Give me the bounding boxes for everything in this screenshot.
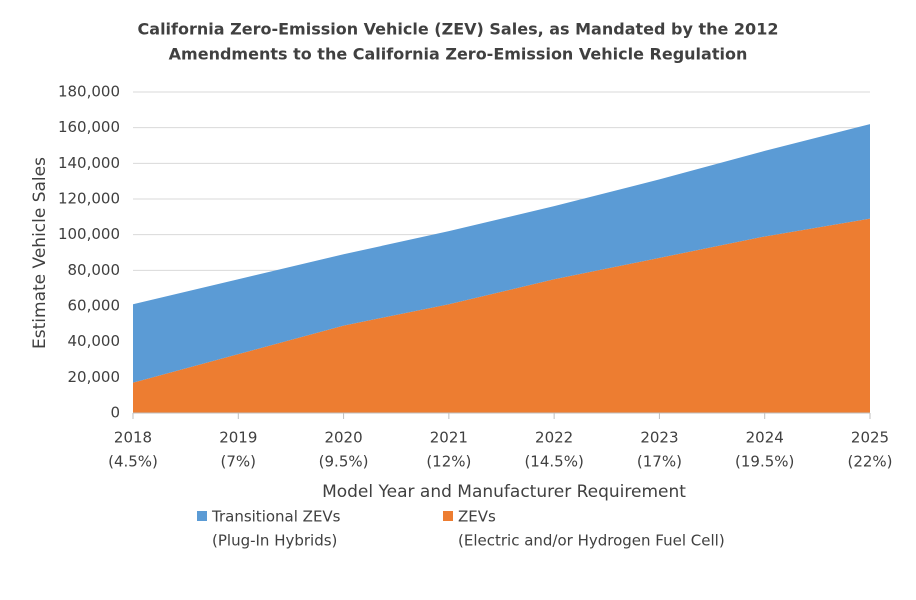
x-tick-label: 2024 [746, 429, 784, 447]
legend-label: (Electric and/or Hydrogen Fuel Cell) [458, 532, 725, 550]
y-tick-label: 120,000 [58, 190, 120, 208]
x-tick-label: 2021 [430, 429, 468, 447]
x-tick-label: (14.5%) [524, 453, 583, 471]
x-tick-label: (4.5%) [108, 453, 158, 471]
legend-label: (Plug-In Hybrids) [212, 532, 337, 550]
x-tick-label: 2023 [640, 429, 678, 447]
x-tick-label: 2019 [219, 429, 257, 447]
x-tick-label: (17%) [637, 453, 682, 471]
y-tick-label: 80,000 [68, 261, 121, 279]
y-tick-label: 140,000 [58, 154, 120, 172]
legend-label: Transitional ZEVs [211, 508, 341, 526]
x-tick-label: (9.5%) [319, 453, 369, 471]
y-tick-label: 180,000 [58, 83, 120, 101]
x-tick-label: (22%) [847, 453, 892, 471]
legend-swatch [443, 511, 453, 521]
y-tick-label: 100,000 [58, 225, 120, 243]
x-tick-label: (7%) [221, 453, 257, 471]
area [133, 124, 870, 383]
chart-title: Amendments to the California Zero-Emissi… [169, 45, 748, 64]
x-tick-label: 2025 [851, 429, 889, 447]
legend-label: ZEVs [458, 508, 496, 526]
y-tick-label: 0 [110, 404, 120, 422]
y-tick-label: 160,000 [58, 118, 120, 136]
x-tick-label: (12%) [426, 453, 471, 471]
y-tick-label: 20,000 [68, 368, 121, 386]
x-tick-label: 2022 [535, 429, 573, 447]
area [133, 218, 870, 413]
x-tick-label: (19.5%) [735, 453, 794, 471]
y-tick-label: 60,000 [68, 297, 121, 315]
x-axis-title: Model Year and Manufacturer Requirement [322, 482, 686, 502]
y-tick-label: 40,000 [68, 332, 121, 350]
y-axis-title: Estimate Vehicle Sales [30, 157, 50, 349]
legend-swatch [197, 511, 207, 521]
x-tick-label: 2020 [324, 429, 362, 447]
chart-title: California Zero-Emission Vehicle (ZEV) S… [138, 20, 779, 39]
x-tick-label: 2018 [114, 429, 152, 447]
